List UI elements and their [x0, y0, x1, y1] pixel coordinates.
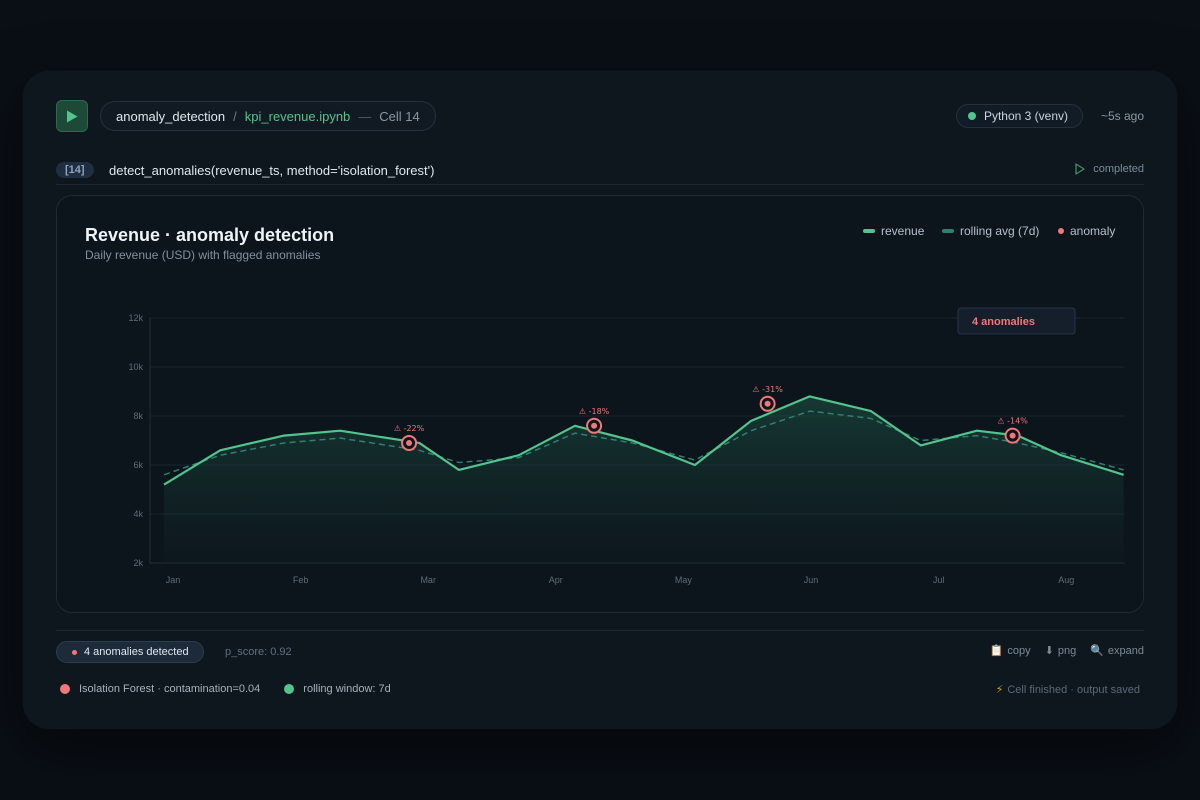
legend-revenue-swatch — [863, 229, 875, 233]
clipboard-icon: 📋 — [989, 645, 1004, 657]
revenue-line — [163, 395, 1124, 486]
download-icon: ⬇ — [1044, 645, 1054, 657]
notebook-window: anomaly_detection / kpi_revenue.ipynb — … — [23, 71, 1177, 729]
breadcrumb-file[interactable]: kpi_revenue.ipynb — [244, 108, 351, 124]
anomaly-count-badge: 4 anomalies — [957, 307, 1076, 335]
anomaly-dot — [72, 649, 77, 655]
x-tick-label: Feb — [293, 575, 309, 585]
cell-status: completed — [1075, 163, 1144, 175]
kernel-indicator[interactable]: Python 3 (venv) — [955, 104, 1083, 128]
legend-rolling-label: rolling avg (7d) — [960, 224, 1039, 238]
anomaly-marker-dot — [764, 400, 771, 407]
x-tick-label: Jul — [933, 575, 945, 585]
chart-svg: Revenue · anomaly detection Daily revenu… — [85, 224, 1125, 585]
anomaly-marker-dot — [1009, 432, 1016, 439]
play-icon — [67, 110, 78, 122]
anomaly-label: ⚠ -31% — [752, 385, 783, 394]
method-legend: Isolation Forest · contamination=0.04 ro… — [60, 683, 391, 695]
cell-status-label: completed — [1093, 163, 1144, 175]
rolling-window-dot — [284, 684, 295, 694]
expand-button[interactable]: 🔍 expand — [1090, 644, 1144, 658]
anomaly-badge-label: 4 anomalies — [972, 316, 1035, 328]
anomaly-badge-box — [957, 307, 1076, 335]
lightning-icon: ⚡ — [995, 684, 1004, 696]
rolling-window-label: rolling window: 7d — [303, 683, 391, 695]
chart-subtitle: Daily revenue (USD) with flagged anomali… — [85, 248, 320, 262]
breadcrumb-cell: Cell 14 — [379, 108, 420, 124]
cell-header: [14] detect_anomalies(revenue_ts, method… — [56, 160, 1144, 185]
p-score: p_score: 0.92 — [225, 646, 292, 658]
divider — [56, 630, 1144, 631]
png-button[interactable]: ⬇ png — [1044, 644, 1077, 658]
output-actions: 📋 copy ⬇ png 🔍 expand — [989, 644, 1144, 658]
cell-finished-note: ⚡ Cell finished · output saved — [995, 683, 1140, 697]
chart-title: Revenue · anomaly detection — [85, 225, 334, 245]
cell-execution-count: [14] — [56, 162, 94, 178]
kernel-status-dot — [967, 112, 976, 120]
x-tick-label: Apr — [549, 575, 563, 585]
x-tick-label: May — [675, 575, 693, 585]
breadcrumb-dash: — — [358, 108, 372, 124]
magnifier-icon: 🔍 — [1090, 645, 1104, 657]
x-tick-label: Aug — [1058, 575, 1074, 585]
kernel-label: Python 3 (venv) — [983, 109, 1068, 123]
x-tick-label: Jan — [166, 575, 181, 585]
revenue-area — [164, 396, 1124, 563]
png-label: png — [1057, 644, 1077, 657]
expand-label: expand — [1107, 644, 1144, 657]
breadcrumb: anomaly_detection / kpi_revenue.ipynb — … — [100, 101, 436, 131]
rolling-avg-line — [163, 410, 1124, 476]
y-tick-label: 12k — [128, 313, 143, 323]
x-tick-label: Mar — [420, 575, 436, 585]
last-run-time: ~5s ago — [1100, 109, 1144, 123]
legend-rolling-swatch — [942, 229, 954, 233]
y-tick-label: 2k — [133, 558, 143, 568]
y-tick-label: 10k — [128, 362, 143, 372]
legend-anomaly-label: anomaly — [1070, 224, 1115, 238]
y-tick-label: 6k — [133, 460, 143, 470]
anomaly-label: ⚠ -14% — [997, 417, 1028, 426]
legend-revenue-label: revenue — [881, 224, 925, 238]
chart-output: Revenue · anomaly detection Daily revenu… — [56, 195, 1144, 613]
breadcrumb-folder[interactable]: anomaly_detection — [116, 108, 226, 124]
legend-anomaly-swatch — [1058, 228, 1064, 234]
play-outline-icon — [1075, 163, 1085, 175]
anomaly-label: ⚠ -18% — [579, 407, 610, 416]
run-cell-button[interactable] — [56, 100, 88, 132]
isolation-forest-dot — [60, 684, 70, 694]
copy-button[interactable]: 📋 copy — [989, 644, 1031, 658]
anomaly-marker-dot — [406, 439, 413, 446]
x-tick-label: Jun — [804, 575, 819, 585]
isolation-forest-label: Isolation Forest · contamination=0.04 — [79, 683, 261, 695]
anomaly-label: ⚠ -22% — [394, 424, 425, 433]
copy-label: copy — [1007, 644, 1031, 657]
cell-finished-label: Cell finished · output saved — [1007, 683, 1140, 696]
anomaly-marker-dot — [591, 422, 598, 429]
y-tick-label: 8k — [133, 411, 143, 421]
cell-code[interactable]: detect_anomalies(revenue_ts, method='iso… — [109, 163, 435, 178]
breadcrumb-separator: / — [233, 108, 237, 124]
chart-legend: revenue rolling avg (7d) anomaly — [863, 224, 1115, 238]
anomalies-detected-label: 4 anomalies detected — [84, 646, 189, 658]
anomalies-detected-pill[interactable]: 4 anomalies detected — [56, 641, 204, 663]
y-tick-label: 4k — [133, 509, 143, 519]
